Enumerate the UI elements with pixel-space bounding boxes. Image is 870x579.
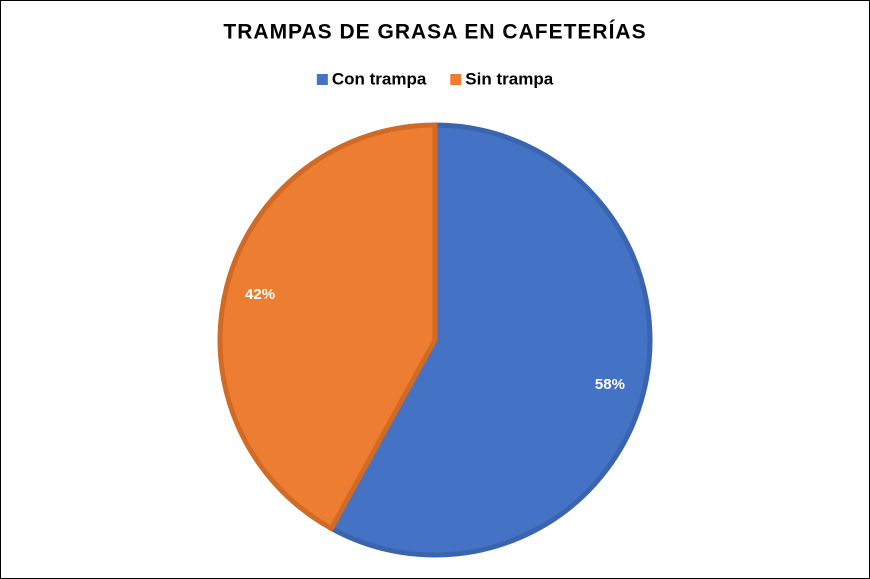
value-label: 42% <box>245 286 275 303</box>
legend-label: Con trampa <box>332 69 427 88</box>
pie-slice <box>217 122 438 532</box>
legend-swatch <box>450 74 462 85</box>
legend-label: Sin trampa <box>465 69 553 88</box>
legend-swatch <box>316 74 328 85</box>
pie-slice <box>328 122 653 558</box>
value-label: 58% <box>595 376 625 393</box>
chart-title: TRAMPAS DE GRASA EN CAFETERÍAS <box>223 21 646 44</box>
